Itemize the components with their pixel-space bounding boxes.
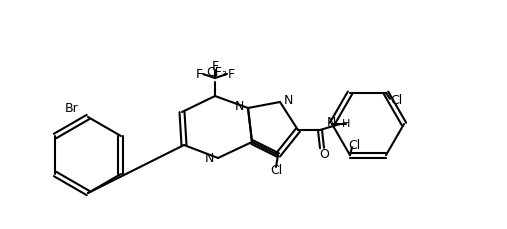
Text: Cl: Cl [390, 94, 402, 107]
Text: N: N [284, 93, 294, 106]
Text: N: N [235, 99, 244, 112]
Text: Cl: Cl [348, 139, 360, 152]
Text: N: N [205, 152, 214, 164]
Text: CF₃: CF₃ [206, 65, 228, 79]
Text: Br: Br [64, 103, 78, 115]
Text: N: N [327, 117, 336, 130]
Text: F: F [211, 60, 219, 73]
Text: O: O [319, 147, 329, 161]
Text: F: F [228, 68, 235, 81]
Text: H: H [342, 119, 350, 129]
Text: Cl: Cl [270, 164, 282, 177]
Text: F: F [195, 68, 203, 81]
